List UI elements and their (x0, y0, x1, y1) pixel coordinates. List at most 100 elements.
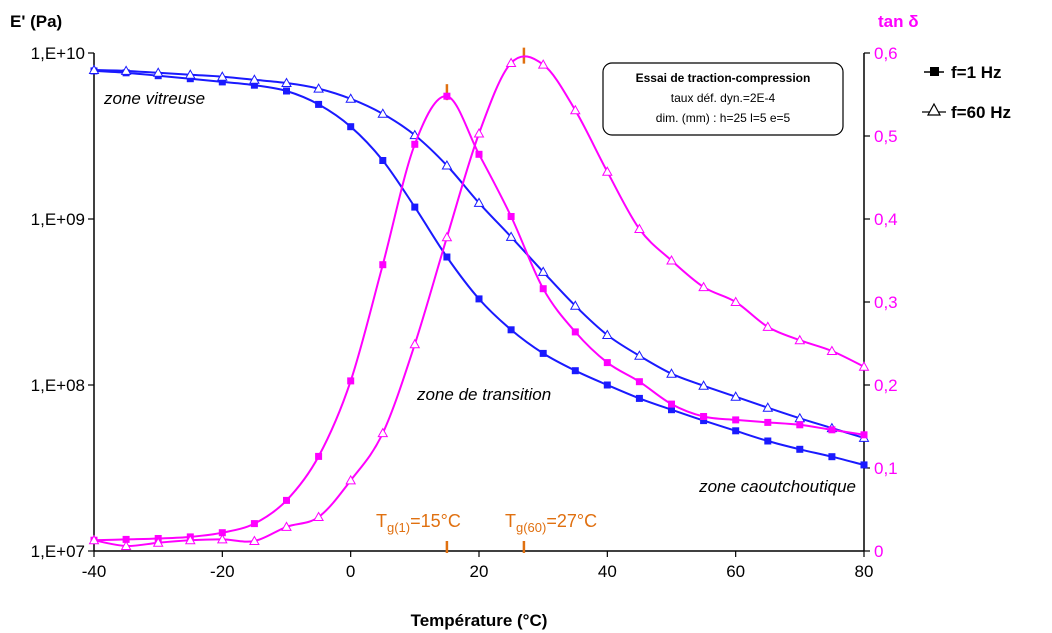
data-point-square (668, 406, 675, 414)
data-point-square (122, 535, 130, 543)
data-point-triangle (666, 368, 677, 378)
data-point-square (732, 427, 740, 435)
zone-caoutchoutique-label: zone caoutchoutique (698, 477, 856, 496)
legend-label-60hz: f=60 Hz (951, 103, 1011, 122)
data-point-triangle (473, 127, 485, 138)
y-left-tick-label: 1,E+08 (31, 376, 85, 395)
data-point-square (700, 417, 708, 425)
y-right-tick-label: 0,1 (874, 459, 898, 478)
data-point-triangle (858, 361, 870, 371)
data-point-square (411, 140, 419, 148)
y-right-axis-title: tan δ (878, 12, 919, 31)
data-point-square (700, 413, 708, 420)
data-point-square (218, 78, 226, 86)
data-point-triangle (826, 345, 838, 355)
data-point-triangle (216, 533, 228, 544)
data-point-triangle (184, 534, 196, 545)
info-box: Essai de traction-compression taux déf. … (602, 62, 844, 136)
series-tan-delta-1hz (90, 92, 868, 544)
tg1-label: Tg(1)=15°C (376, 511, 461, 535)
data-point-triangle (88, 64, 100, 74)
data-point-square (571, 367, 579, 375)
data-point-triangle (281, 521, 292, 531)
y-right-tick-label: 0,3 (874, 293, 898, 312)
zone-vitreuse-label: zone vitreuse (103, 89, 205, 108)
data-point-triangle (441, 159, 453, 170)
data-point-triangle (88, 534, 100, 545)
tg60-label: Tg(60)=27°C (505, 511, 597, 535)
data-point-triangle (537, 266, 549, 276)
x-tick-label: 80 (855, 562, 874, 581)
data-point-square (828, 453, 836, 461)
data-point-triangle (249, 535, 260, 545)
data-point-square (603, 381, 611, 389)
data-point-triangle (249, 74, 260, 84)
data-point-square (603, 359, 611, 367)
data-point-triangle (120, 540, 132, 550)
data-point-square (347, 377, 355, 385)
data-point-triangle (345, 474, 357, 485)
data-point-triangle (569, 104, 581, 115)
data-point-triangle (730, 296, 742, 306)
tg-markers (445, 47, 526, 553)
data-point-triangle (569, 300, 581, 310)
data-point-square (635, 378, 643, 386)
data-point-triangle (281, 77, 292, 87)
legend-label-1hz: f=1 Hz (951, 63, 1002, 82)
data-point-triangle (762, 402, 774, 412)
data-point-square (315, 100, 323, 108)
data-point-triangle (441, 231, 453, 242)
data-point-triangle (377, 427, 389, 438)
data-point-square (250, 520, 258, 528)
ticks: -40 -20 0 20 40 60 80 1,E+07 1,E+08 1,E+09 1,E+10 0… (31, 44, 898, 581)
data-point-triangle (409, 338, 421, 349)
data-point-triangle (313, 83, 324, 93)
data-point-triangle (152, 67, 164, 77)
y-left-tick-label: 1,E+07 (31, 542, 85, 561)
data-point-square (379, 261, 387, 269)
data-point-square (507, 213, 515, 220)
data-point-square (250, 81, 258, 89)
data-point-square (796, 421, 804, 429)
data-point-triangle (634, 223, 645, 233)
data-point-square (218, 529, 226, 537)
data-point-triangle (762, 321, 774, 331)
x-axis-title: Température (°C) (411, 611, 548, 630)
data-point-square (635, 394, 643, 402)
y-right-tick-label: 0,2 (874, 376, 898, 395)
x-tick-label: 0 (346, 562, 355, 581)
data-point-square (475, 150, 483, 158)
data-point-triangle (313, 511, 324, 521)
y-right-tick-label: 0,5 (874, 127, 898, 146)
data-point-triangle (505, 231, 517, 241)
data-point-triangle (537, 59, 549, 69)
y-right-tick-label: 0,6 (874, 44, 898, 63)
data-point-square (379, 157, 387, 164)
data-point-square (539, 285, 547, 293)
data-point-triangle (377, 108, 389, 118)
series-modulus-1hz (90, 67, 868, 469)
data-point-triangle (184, 69, 196, 79)
data-point-square (475, 295, 483, 303)
info-box-title: Essai de traction-compression (636, 71, 811, 85)
data-point-square (828, 426, 836, 434)
data-point-square (283, 87, 290, 95)
data-point-square (411, 203, 419, 211)
data-point-triangle (601, 166, 613, 176)
y-right-tick-label: 0 (874, 542, 883, 561)
zone-transition-label: zone de transition (416, 385, 551, 404)
legend-square-icon (930, 67, 939, 76)
data-point-square (860, 461, 868, 469)
info-box-line2: dim. (mm) : h=25 l=5 e=5 (656, 111, 791, 125)
x-tick-label: 40 (598, 562, 617, 581)
data-point-triangle (730, 391, 742, 401)
data-point-triangle (120, 65, 132, 75)
x-tick-label: -40 (82, 562, 107, 581)
data-point-triangle (698, 380, 709, 390)
series-line (93, 55, 865, 548)
data-point-square (507, 326, 515, 334)
data-point-triangle (698, 281, 709, 292)
data-point-triangle (666, 254, 677, 265)
data-point-triangle (634, 350, 645, 360)
